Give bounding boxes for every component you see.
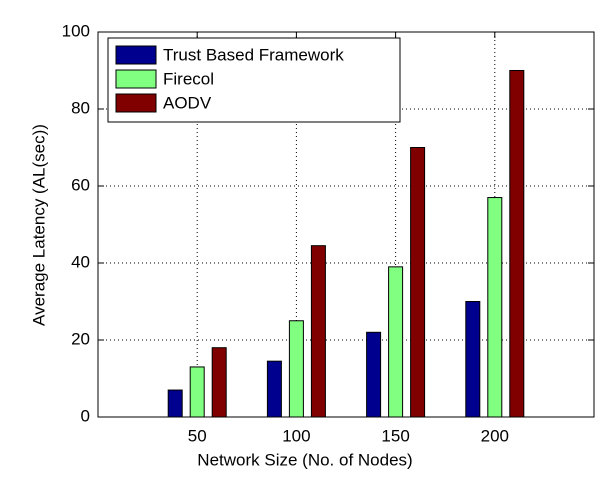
legend-swatch: [115, 45, 157, 65]
plot-frame: [97, 31, 595, 418]
bar: [465, 301, 481, 418]
x-tick-label: 150: [381, 426, 409, 445]
bar: [509, 70, 525, 418]
y-tick-label: 100: [62, 21, 90, 40]
x-axis-label: Network Size (No. of Nodes): [197, 450, 412, 469]
bar: [266, 360, 282, 418]
bar: [410, 147, 426, 418]
bar: [288, 320, 304, 418]
y-tick-label: 80: [71, 98, 90, 117]
bar: [189, 366, 205, 418]
legend-label: AODV: [163, 93, 212, 112]
y-axis-label: Average Latency (AL(sec)): [29, 124, 48, 326]
legend-swatch: [115, 69, 157, 89]
y-tick-label: 0: [81, 406, 90, 425]
y-tick-label: 60: [71, 175, 90, 194]
bar: [167, 389, 183, 418]
y-tick-label: 20: [71, 329, 90, 348]
x-tick-label: 100: [282, 426, 310, 445]
bar: [388, 266, 404, 418]
bar: [487, 197, 503, 418]
bar: [211, 347, 227, 418]
bar: [366, 331, 382, 418]
x-tick-label: 50: [188, 426, 207, 445]
legend-box: [107, 37, 401, 123]
x-tick-label: 200: [481, 426, 509, 445]
y-tick-label: 40: [71, 252, 90, 271]
bar: [310, 245, 326, 418]
legend-swatch: [115, 93, 157, 113]
legend-label: Firecol: [163, 69, 214, 88]
legend-label: Trust Based Framework: [163, 45, 344, 64]
